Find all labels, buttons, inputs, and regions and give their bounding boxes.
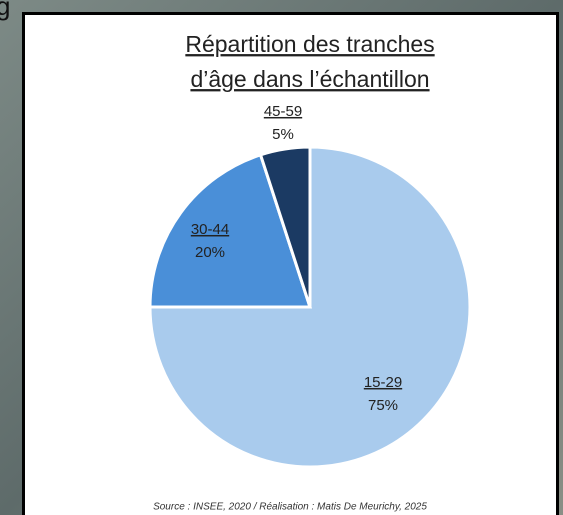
source-note: Source : INSEE, 2020 / Réalisation : Mat… [153,502,427,513]
chart-title: d’âge dans l’échantillon [190,66,429,92]
slice-label: 30-44 [191,221,229,238]
slice-value-label: 20% [195,244,225,261]
pie-slice [148,152,313,309]
background-text: g [0,0,10,21]
pie-slice [258,145,312,308]
slice-label: 15-29 [364,374,402,391]
chart-title: Répartition des tranches [185,31,434,57]
slice-label: 45-59 [264,103,302,120]
slice-value-label: 5% [272,126,294,143]
chart: Répartition des tranches d’âge dans l’éch… [148,31,472,513]
slice-value-label: 75% [368,397,398,414]
